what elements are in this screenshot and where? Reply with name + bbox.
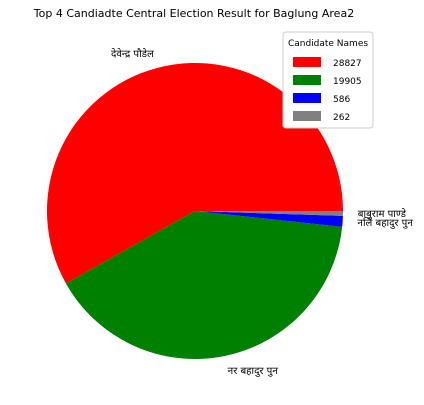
legend-entries: 28827 19905 586 262	[293, 57, 362, 123]
slice-labels: देवेन्द्र पौडेल नर बहादुर पुन नलि बहादुर प…	[111, 48, 413, 377]
legend-label-3: 586	[333, 95, 350, 105]
slice-label-2: नर बहादुर पुन	[228, 366, 279, 377]
legend-label-4: 262	[333, 113, 350, 123]
legend-swatch-2	[293, 75, 321, 85]
legend-frame	[282, 31, 374, 129]
legend-label-2: 19905	[333, 77, 362, 87]
pie-slice-1	[47, 63, 343, 284]
legend-swatch-3	[293, 93, 321, 103]
pie-slice-3	[195, 211, 343, 227]
slice-label-1: देवेन्द्र पौडेल	[111, 48, 154, 60]
pie-slice-4	[195, 211, 343, 216]
pie-slices	[47, 63, 343, 360]
legend-swatch-1	[293, 57, 321, 67]
slice-label-3: नलि बहादुर पुन	[357, 217, 413, 229]
legend-swatch-4	[293, 111, 321, 121]
legend: Candidate Names 28827 19905 586 262	[282, 31, 374, 129]
slice-label-4: बाबुराम पाण्डे	[358, 208, 407, 220]
legend-label-1: 28827	[333, 59, 362, 69]
legend-title: Candidate Names	[288, 39, 368, 49]
chart-title: Top 4 Candiadte Central Election Result …	[33, 7, 354, 20]
pie-slice-2	[65, 211, 343, 360]
